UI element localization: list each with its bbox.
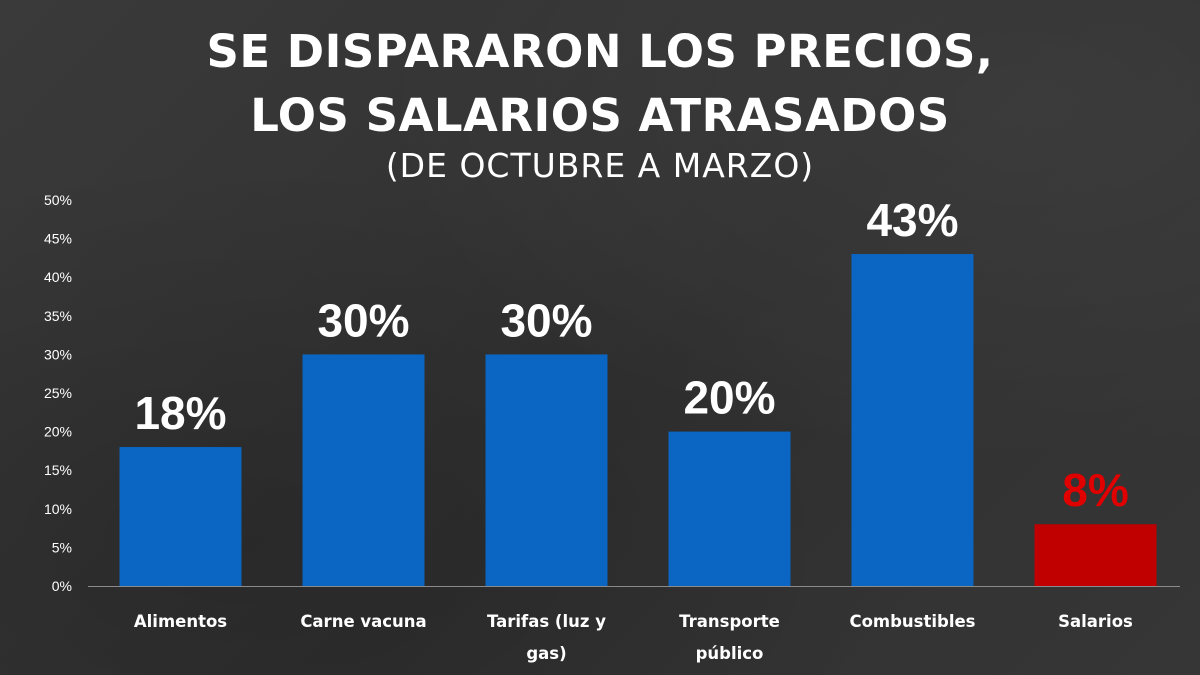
bar xyxy=(485,354,608,586)
data-labels-group: 18% 30% 30% 20% 43% 8% xyxy=(134,194,1128,516)
y-tick-label: 25% xyxy=(44,385,72,401)
bars-group xyxy=(119,254,1157,587)
x-tick-label: Transporte xyxy=(679,612,780,631)
x-axis-labels-group: Alimentos Carne vacuna Tarifas (luz y gas) T… xyxy=(134,612,1133,663)
y-tick-label: 10% xyxy=(44,501,72,517)
data-label: 18% xyxy=(134,387,226,439)
x-tick-label: Salarios xyxy=(1058,612,1133,631)
data-label: 43% xyxy=(866,194,958,246)
x-tick-label: Combustibles xyxy=(849,612,975,631)
y-tick-label: 5% xyxy=(52,539,72,555)
x-tick-label: Carne vacuna xyxy=(300,612,426,631)
y-tick-label: 35% xyxy=(44,308,72,324)
data-label: 30% xyxy=(500,294,592,346)
y-tick-label: 15% xyxy=(44,462,72,478)
chart-title-line-1: SE DISPARARON LOS PRECIOS, xyxy=(206,25,994,78)
data-label: 8% xyxy=(1062,464,1128,516)
x-tick-label: Alimentos xyxy=(134,612,227,631)
y-tick-label: 20% xyxy=(44,424,72,440)
chart-title-line-2: LOS SALARIOS ATRASADOS xyxy=(250,89,950,142)
bar xyxy=(1034,524,1157,586)
x-tick-label: gas) xyxy=(526,644,566,663)
data-label: 20% xyxy=(683,372,775,424)
y-tick-label: 0% xyxy=(52,578,72,594)
y-axis: 0% 5% 10% 15% 20% 25% 30% 35% 40% 45% 50% xyxy=(44,192,72,594)
x-tick-label: público xyxy=(696,644,764,663)
bar xyxy=(119,447,242,586)
y-tick-label: 30% xyxy=(44,346,72,362)
bar xyxy=(668,431,791,586)
chart-subtitle: (DE OCTUBRE A MARZO) xyxy=(385,146,815,185)
data-label: 30% xyxy=(317,294,409,346)
y-tick-label: 45% xyxy=(44,231,72,247)
y-tick-label: 50% xyxy=(44,192,72,208)
bar xyxy=(851,254,974,587)
bar xyxy=(302,354,425,586)
y-tick-label: 40% xyxy=(44,269,72,285)
x-tick-label: Tarifas (luz y xyxy=(487,612,606,631)
